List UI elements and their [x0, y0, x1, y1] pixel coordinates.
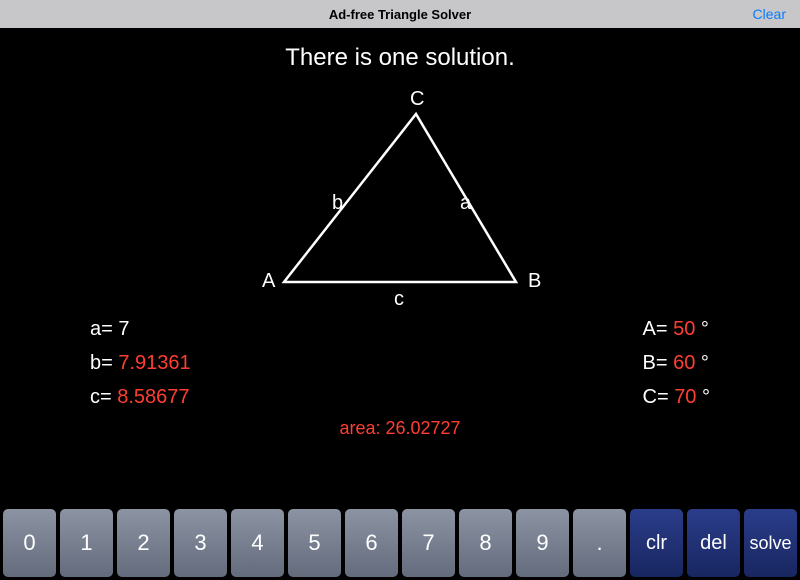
angle-b-value: 60: [673, 352, 695, 374]
angle-c-row[interactable]: C= 70 °: [643, 380, 711, 414]
key-del[interactable]: del: [687, 509, 740, 577]
values-panel: a= 7 b= 7.91361 c= 8.58677 A= 50 ° B= 60…: [0, 312, 800, 414]
keypad: 0123456789.clrdelsolve: [0, 505, 800, 580]
key-8[interactable]: 8: [459, 509, 512, 577]
side-b-label: b=: [90, 352, 118, 374]
edge-b-label: b: [332, 192, 343, 215]
angles-column: A= 50 ° B= 60 ° C= 70 °: [643, 312, 711, 414]
side-c-value: 8.58677: [117, 386, 189, 408]
app-title: Ad-free Triangle Solver: [329, 7, 471, 22]
key-dot[interactable]: .: [573, 509, 626, 577]
triangle-svg: [0, 72, 800, 312]
angle-a-unit: °: [695, 318, 709, 340]
key-7[interactable]: 7: [402, 509, 455, 577]
key-6[interactable]: 6: [345, 509, 398, 577]
side-a-row[interactable]: a= 7: [90, 312, 191, 346]
vertex-b-label: B: [528, 270, 541, 293]
area-label: area:: [339, 418, 385, 438]
key-1[interactable]: 1: [60, 509, 113, 577]
angle-a-row[interactable]: A= 50 °: [643, 312, 711, 346]
angle-a-value: 50: [673, 318, 695, 340]
side-c-label: c=: [90, 386, 117, 408]
angle-c-unit: °: [696, 386, 710, 408]
side-a-label: a=: [90, 318, 118, 340]
edge-c-label: c: [394, 288, 404, 311]
key-0[interactable]: 0: [3, 509, 56, 577]
status-text: There is one solution.: [0, 44, 800, 72]
key-3[interactable]: 3: [174, 509, 227, 577]
side-b-row[interactable]: b= 7.91361: [90, 346, 191, 380]
angle-c-value: 70: [674, 386, 696, 408]
key-clr[interactable]: clr: [630, 509, 683, 577]
side-b-value: 7.91361: [118, 352, 190, 374]
angle-a-label: A=: [643, 318, 674, 340]
topbar: Ad-free Triangle Solver Clear: [0, 0, 800, 28]
edge-a-label: a: [460, 192, 471, 215]
key-solve[interactable]: solve: [744, 509, 797, 577]
vertex-a-label: A: [262, 270, 275, 293]
area-row: area: 26.02727: [0, 418, 800, 439]
area-value: 26.02727: [385, 418, 460, 438]
vertex-c-label: C: [410, 88, 424, 111]
sides-column: a= 7 b= 7.91361 c= 8.58677: [90, 312, 191, 414]
key-4[interactable]: 4: [231, 509, 284, 577]
angle-c-label: C=: [643, 386, 675, 408]
key-5[interactable]: 5: [288, 509, 341, 577]
side-a-value: 7: [118, 318, 129, 340]
angle-b-label: B=: [643, 352, 674, 374]
angle-b-row[interactable]: B= 60 °: [643, 346, 711, 380]
triangle-diagram: A B C a b c: [0, 72, 800, 312]
clear-button[interactable]: Clear: [753, 6, 786, 22]
key-2[interactable]: 2: [117, 509, 170, 577]
key-9[interactable]: 9: [516, 509, 569, 577]
angle-b-unit: °: [695, 352, 709, 374]
side-c-row[interactable]: c= 8.58677: [90, 380, 191, 414]
